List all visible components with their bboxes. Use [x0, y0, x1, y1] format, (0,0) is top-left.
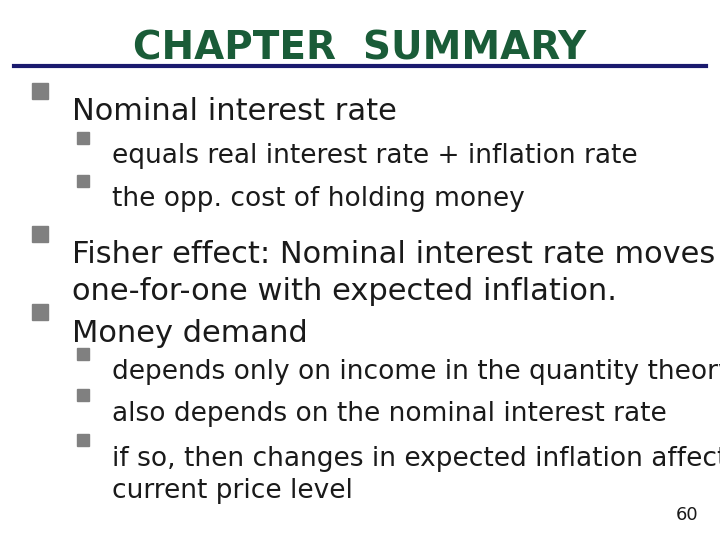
- Text: Fisher effect: Nominal interest rate moves
one-for-one with expected inflation.: Fisher effect: Nominal interest rate mov…: [72, 240, 715, 306]
- Text: also depends on the nominal interest rate: also depends on the nominal interest rat…: [112, 401, 666, 427]
- Text: depends only on income in the quantity theory: depends only on income in the quantity t…: [112, 359, 720, 385]
- Text: equals real interest rate + inflation rate: equals real interest rate + inflation ra…: [112, 143, 637, 169]
- Text: if so, then changes in expected inflation affect the
current price level: if so, then changes in expected inflatio…: [112, 446, 720, 504]
- Text: the opp. cost of holding money: the opp. cost of holding money: [112, 186, 524, 212]
- Text: CHAPTER  SUMMARY: CHAPTER SUMMARY: [133, 30, 587, 68]
- Text: Money demand: Money demand: [72, 319, 307, 348]
- Text: 60: 60: [676, 506, 698, 524]
- Text: Nominal interest rate: Nominal interest rate: [72, 97, 397, 126]
